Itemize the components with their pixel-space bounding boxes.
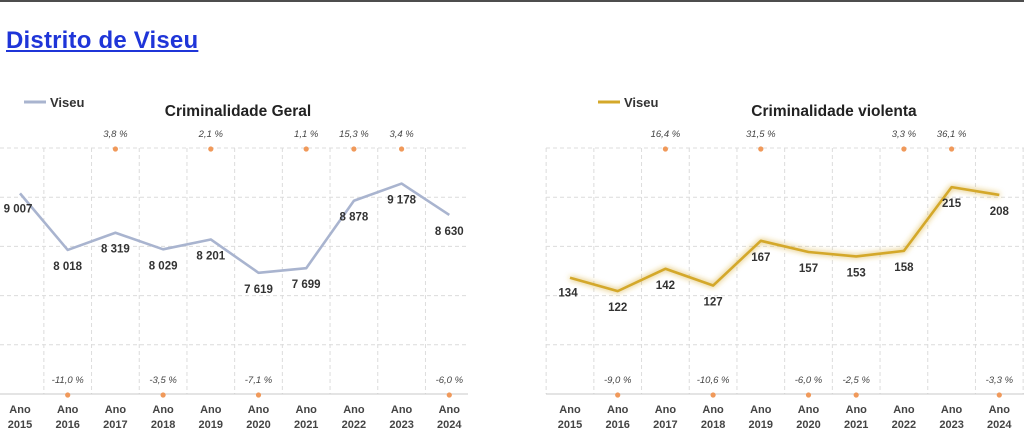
change-label: -6,0 % [795,375,823,386]
x-tick-label: Ano 2015 [8,404,32,431]
change-label: -7,1 % [245,375,273,386]
change-label: -2,5 % [842,375,870,386]
x-tick-label: Ano 2018 [151,404,175,431]
change-marker [255,392,262,398]
data-label: 8 201 [196,250,225,262]
x-tick-label: Ano 2017 [103,404,127,431]
change-label: -6,0 % [436,375,464,386]
change-marker [399,146,405,152]
x-tick-label: Ano 2022 [342,404,366,431]
change-label: 16,4 % [651,129,681,140]
change-marker [65,392,71,398]
x-tick-label: Ano 2024 [437,404,462,431]
x-tick-label: Ano 2020 [246,404,270,431]
data-label: 8 029 [149,260,178,272]
change-marker [949,146,955,152]
data-label: 158 [894,262,914,274]
data-label: 8 630 [435,226,464,238]
data-label: 9 007 [4,203,33,215]
x-tick-label: Ano 2017 [653,404,677,431]
chart-title: Criminalidade Geral [165,103,311,120]
change-label: -3,5 % [149,375,177,386]
chart-criminalidade-geral-svg: Viseu Criminalidade Geral 9 007 8 018 8 319 8… [0,95,468,431]
x-tick-label: Ano 2022 [892,404,916,431]
x-tick-label: Ano 2018 [701,404,725,431]
grid [0,147,468,395]
change-label: -3,3 % [986,375,1014,386]
change-label: -10,6 % [697,375,730,386]
data-label: 8 319 [101,244,130,256]
change-marker [662,146,668,152]
change-label: 1,1 % [294,129,319,140]
change-marker [710,392,716,398]
change-label: 15,3 % [339,129,369,140]
data-label: 208 [990,206,1010,218]
change-marker [446,392,452,398]
top-border [0,0,1024,2]
chart-criminalidade-violenta: Viseu Criminalidade violenta 134 122 142 127 1… [540,80,1024,440]
change-marker [160,392,166,398]
data-label: 127 [704,297,723,309]
change-marker [615,392,621,398]
data-label: 9 178 [387,195,416,207]
data-label: 8 878 [340,212,369,224]
chart-title: Criminalidade violenta [751,103,917,120]
data-label: 134 [558,288,578,300]
x-tick-label: Ano 2019 [199,404,223,431]
series-line-viseu [569,185,1000,293]
data-label: 167 [751,252,770,264]
change-marker [805,392,812,398]
change-marker [853,392,859,398]
x-tick-label: Ano 2021 [844,404,868,431]
change-marker [112,146,118,152]
data-label: 142 [656,280,675,292]
x-tick-label: Ano 2023 [389,404,413,431]
data-label: 8 018 [53,261,82,273]
x-tick-label: Ano 2021 [294,404,318,431]
change-label: 36,1 % [937,129,967,140]
data-label: 215 [942,198,962,210]
change-label: 3,3 % [892,129,917,140]
change-marker [208,146,214,152]
change-label: 31,5 % [746,129,776,140]
data-label: 122 [608,302,627,314]
x-tick-label: Ano 2020 [796,404,820,431]
change-marker [996,392,1002,398]
change-marker [758,146,764,152]
chart-criminalidade-violenta-svg: Viseu Criminalidade violenta 134 122 142 127 1… [545,95,1024,431]
change-label: 3,8 % [103,129,128,140]
data-label: 157 [799,263,818,275]
x-tick-label: Ano 2016 [55,404,79,431]
x-tick-label: Ano 2015 [558,404,582,431]
x-tick-label: Ano 2019 [749,404,773,431]
change-label: -9,0 % [604,375,632,386]
chart-criminalidade-geral: Viseu Criminalidade Geral 9 007 8 018 8 319 8… [0,80,480,440]
legend-label: Viseu [50,95,85,110]
change-label: 2,1 % [198,129,224,140]
series-line-viseu [19,182,451,275]
data-label: 7 619 [244,284,273,296]
legend-label: Viseu [624,95,659,110]
x-tick-label: Ano 2024 [987,404,1012,431]
data-label: 7 699 [292,279,321,291]
data-label: 153 [847,267,866,279]
page-title: Distrito de Viseu [6,27,199,54]
change-label: -11,0 % [52,375,85,386]
x-tick-label: Ano 2023 [939,404,963,431]
change-marker [901,146,907,152]
change-marker [303,146,309,152]
change-label: 3,4 % [389,129,414,140]
change-marker [351,146,357,152]
grid [545,147,1024,395]
x-tick-label: Ano 2016 [605,404,629,431]
